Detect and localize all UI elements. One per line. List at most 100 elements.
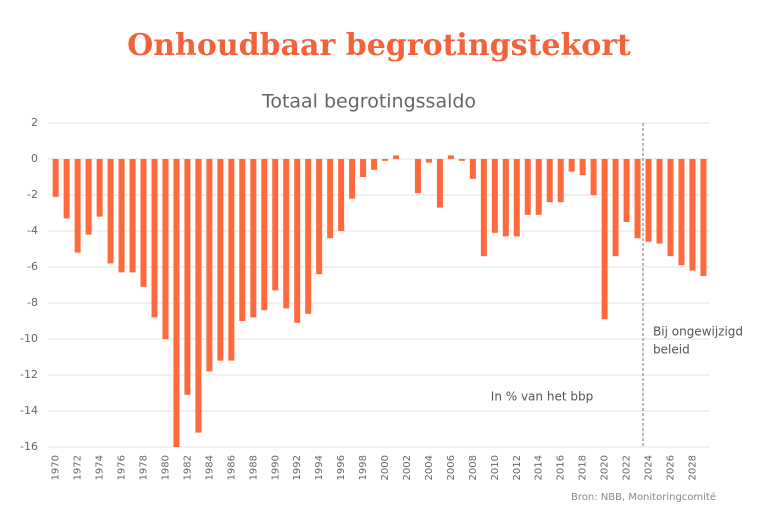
chart-subtitle: Totaal begrotingssaldo — [261, 91, 476, 113]
y-tick-label: -8 — [27, 296, 38, 309]
bar — [74, 159, 81, 253]
bar — [85, 159, 92, 235]
bar — [272, 159, 279, 291]
x-tick-label: 2028 — [687, 455, 698, 480]
bar — [393, 155, 400, 159]
bar — [316, 159, 323, 275]
bar — [414, 159, 421, 194]
bar — [700, 159, 707, 276]
x-tick-label: 1992 — [292, 455, 303, 480]
x-tick-label: 1970 — [51, 455, 62, 480]
bar — [283, 159, 290, 309]
bar — [96, 159, 103, 217]
bar — [239, 159, 246, 321]
x-tick-label: 1988 — [248, 455, 259, 480]
bar — [469, 159, 476, 179]
bar — [162, 159, 169, 339]
bar — [338, 159, 345, 231]
bar — [360, 159, 367, 177]
x-tick-label: 2016 — [556, 455, 567, 480]
bar — [195, 159, 202, 433]
x-tick-label: 2012 — [512, 455, 523, 480]
bar — [250, 159, 257, 318]
x-tick-label: 1976 — [117, 455, 128, 480]
x-tick-label: 2014 — [534, 455, 545, 480]
bar — [129, 159, 136, 273]
x-tick-label: 2020 — [600, 455, 611, 480]
x-tick-label: 1980 — [160, 455, 171, 480]
x-tick-label: 2002 — [402, 455, 413, 480]
bar — [52, 159, 59, 197]
bar — [107, 159, 114, 264]
bar — [173, 159, 180, 447]
bar — [568, 159, 575, 172]
bar — [557, 159, 564, 203]
y-tick-label: -12 — [20, 368, 38, 381]
bar — [645, 159, 652, 242]
bar — [305, 159, 312, 314]
bar — [151, 159, 158, 318]
x-tick-label: 1978 — [139, 455, 150, 480]
bar — [590, 159, 597, 195]
bar — [678, 159, 685, 266]
x-tick-label: 2006 — [446, 455, 457, 480]
bar — [623, 159, 630, 222]
bar — [349, 159, 356, 199]
bar — [261, 159, 268, 311]
bar — [184, 159, 191, 395]
source: Bron: NBB, Monitoringcomité — [571, 491, 716, 503]
bar — [579, 159, 586, 176]
chart-title: Onhoudbaar begrotingstekort — [127, 28, 631, 63]
x-tick-label: 1990 — [270, 455, 281, 480]
y-tick-label: -6 — [27, 260, 38, 273]
bar — [63, 159, 70, 219]
y-tick-label: -10 — [20, 332, 38, 345]
x-tick-label: 1986 — [226, 455, 237, 480]
bar — [656, 159, 663, 244]
bar — [491, 159, 498, 233]
bar — [447, 155, 454, 159]
annotation: In % van het bbp — [491, 390, 593, 404]
bar — [535, 159, 542, 215]
bar — [228, 159, 235, 361]
bar — [217, 159, 224, 361]
bar — [118, 159, 125, 273]
y-tick-label: -2 — [27, 188, 38, 201]
bar — [480, 159, 487, 257]
x-tick-label: 1972 — [73, 455, 84, 480]
projection-label: beleid — [653, 343, 690, 357]
bar — [612, 159, 619, 257]
x-tick-label: 1996 — [336, 455, 347, 480]
x-tick-label: 1984 — [204, 455, 215, 480]
bar — [601, 159, 608, 320]
y-tick-label: -4 — [27, 224, 38, 237]
bar — [524, 159, 531, 215]
x-tick-label: 2024 — [644, 455, 655, 480]
bar — [502, 159, 509, 237]
x-tick-label: 1998 — [358, 455, 369, 480]
y-tick-label: -16 — [20, 440, 38, 453]
bar — [382, 159, 389, 161]
x-tick-label: 1974 — [95, 455, 106, 480]
y-tick-label: 0 — [31, 152, 38, 165]
x-tick-label: 2010 — [490, 455, 501, 480]
x-tick-label: 2008 — [468, 455, 479, 480]
x-tick-label: 2018 — [578, 455, 589, 480]
bar — [425, 159, 432, 163]
y-tick-label: 2 — [31, 116, 38, 129]
bar — [206, 159, 213, 372]
x-tick-label: 1982 — [182, 455, 193, 480]
x-tick-label: 1994 — [314, 455, 325, 480]
y-tick-label: -14 — [20, 404, 38, 417]
bar — [327, 159, 334, 239]
x-tick-label: 2000 — [380, 455, 391, 480]
bar — [689, 159, 696, 271]
bar — [634, 159, 641, 239]
bar — [371, 159, 378, 170]
bar — [294, 159, 301, 323]
bar — [436, 159, 443, 208]
bar — [513, 159, 520, 237]
bar — [667, 159, 674, 257]
bar — [458, 159, 465, 161]
